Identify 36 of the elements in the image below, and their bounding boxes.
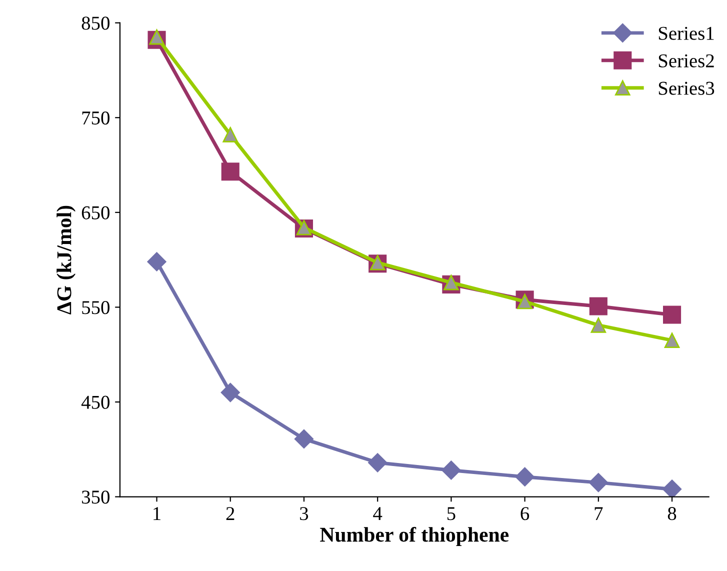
point (294, 429, 314, 448)
point (220, 382, 240, 402)
y-tick-label: 450 (81, 396, 110, 409)
x-axis-title: Number of thiophene (320, 526, 509, 546)
point (662, 480, 682, 497)
point (147, 252, 166, 272)
x-tick-label: 3 (300, 507, 308, 520)
point (589, 297, 608, 316)
point (517, 294, 532, 310)
y-tick-label: 850 (82, 16, 110, 30)
point (221, 162, 240, 181)
x-tick-label: 1 (154, 507, 160, 520)
point (588, 473, 608, 492)
legend-label: Series2 (658, 54, 714, 68)
point (590, 318, 606, 333)
point (368, 453, 388, 472)
x-tick-label: 4 (373, 507, 382, 520)
x-tick-label: 7 (594, 507, 603, 520)
point (515, 467, 534, 486)
point (662, 306, 682, 324)
y-axis-title: ΔG (kJ/mol) (56, 206, 76, 314)
x-tick-label: 6 (520, 507, 530, 520)
y-tick-label: 350 (82, 490, 110, 504)
point (149, 29, 164, 45)
y-tick-label: 750 (82, 111, 110, 125)
point (664, 332, 680, 348)
x-tick-label: 8 (668, 507, 676, 520)
legend-label: Series1 (658, 26, 714, 40)
point (442, 460, 461, 480)
y-tick-label: 550 (82, 301, 110, 314)
x-tick-label: 2 (226, 507, 234, 520)
x-tick-label: 5 (447, 507, 456, 520)
y-tick-label: 650 (82, 206, 110, 220)
point (444, 274, 459, 290)
point (222, 127, 238, 142)
legend-label: Series3 (658, 82, 714, 95)
